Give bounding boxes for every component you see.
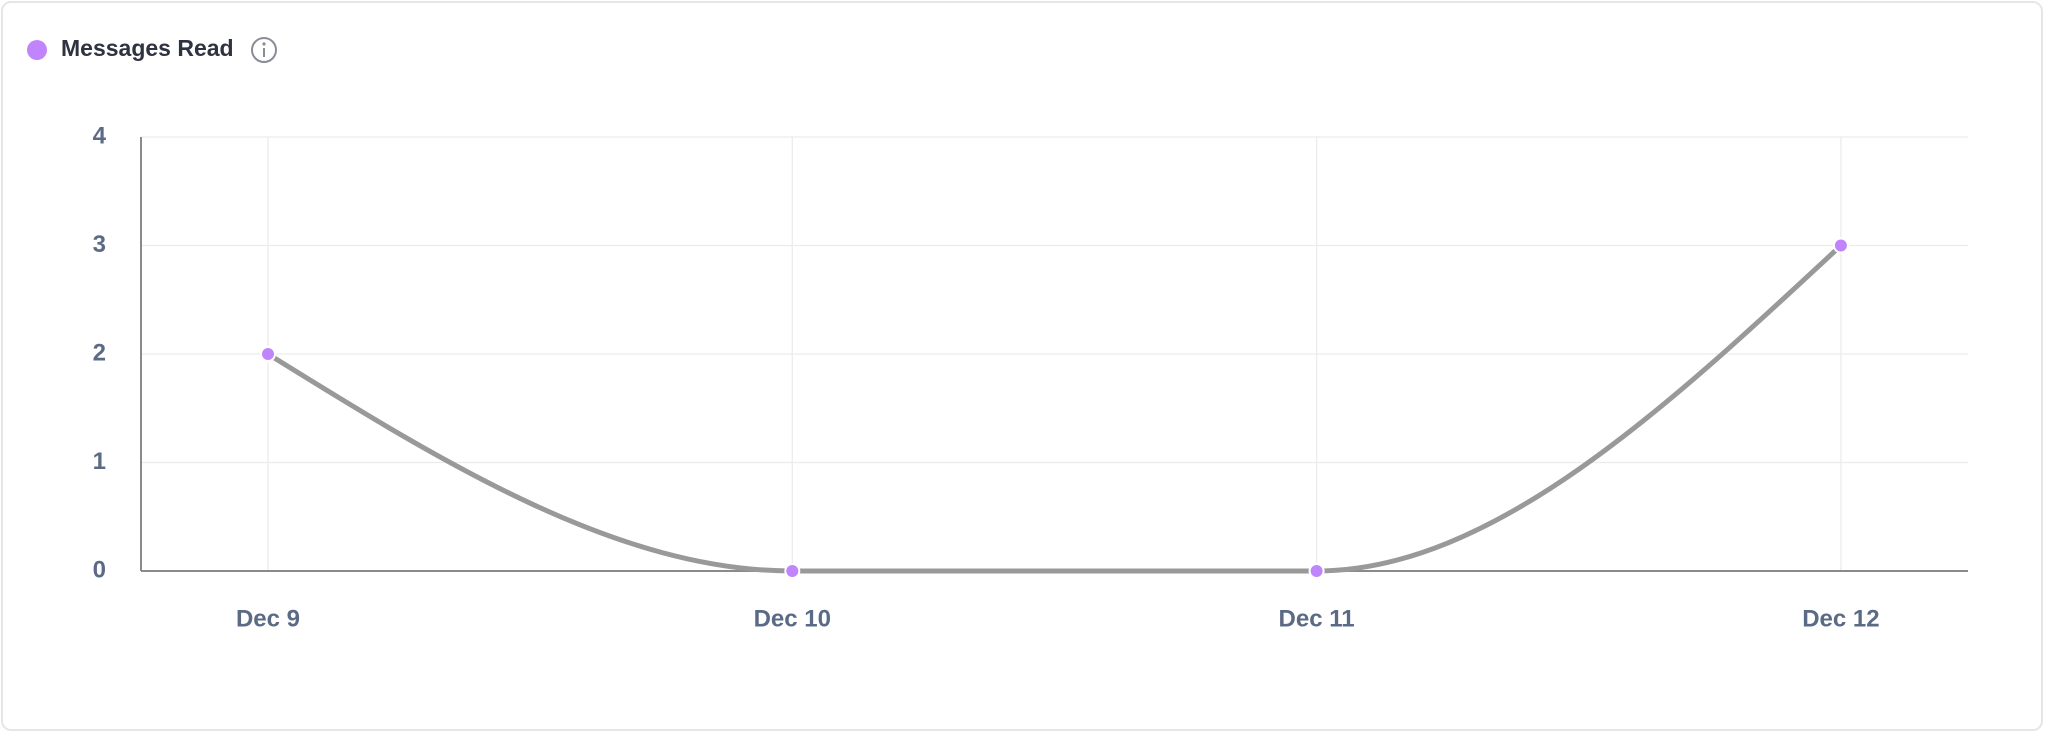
y-tick-label: 0: [93, 556, 106, 583]
data-point: [784, 563, 801, 579]
y-tick-label: 4: [93, 122, 107, 149]
info-icon-dot: [262, 42, 266, 46]
legend-label: Messages Read: [61, 35, 234, 61]
x-tick-label: Dec 9: [236, 605, 300, 632]
x-tick-label: Dec 11: [1279, 605, 1355, 632]
data-point: [1832, 237, 1849, 254]
legend-marker: [27, 40, 47, 60]
y-tick-label: 3: [93, 231, 106, 258]
x-tick-label: Dec 10: [754, 605, 831, 632]
y-tick-label: 1: [93, 448, 106, 475]
data-point: [1308, 563, 1325, 579]
data-point: [260, 346, 276, 362]
y-tick-label: 2: [93, 339, 106, 366]
series-line: [265, 243, 1844, 574]
info-icon-circle: [251, 37, 277, 63]
info-icon[interactable]: [251, 37, 277, 63]
x-tick-label: Dec 12: [1802, 605, 1879, 632]
